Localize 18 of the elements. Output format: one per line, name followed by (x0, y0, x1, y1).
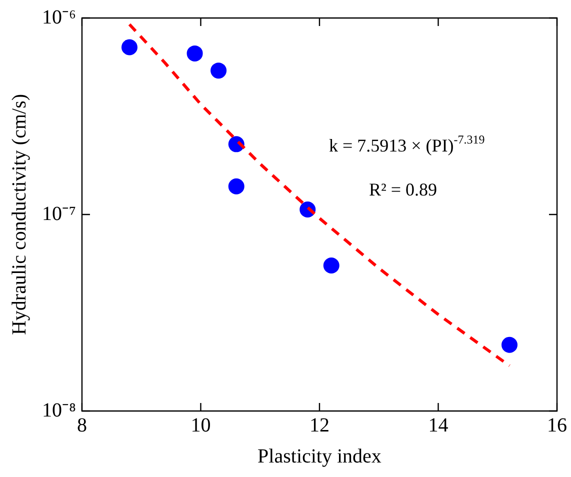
x-tick-label: 8 (76, 414, 87, 436)
point (323, 258, 340, 274)
x-tick-label: 14 (428, 414, 448, 436)
y-axis-title: Hydraulic conductivity (cm/s) (8, 94, 30, 336)
x-axis-title: Plasticity index (258, 445, 382, 468)
x-tick-label: 16 (547, 414, 567, 436)
y-tick-label: 10⁻⁸ (42, 399, 76, 422)
point (186, 45, 203, 62)
annotation: R² = 0.89 (368, 180, 438, 200)
y-tick-label: 10⁻⁷ (42, 202, 76, 225)
x-tick-label: 10 (190, 414, 211, 436)
line-series (128, 22, 511, 368)
x-tick-label: 12 (309, 414, 330, 436)
point (121, 39, 138, 56)
point (210, 62, 227, 79)
point (501, 336, 518, 353)
y-tick-label: 10⁻⁶ (42, 6, 76, 28)
point (228, 178, 244, 194)
